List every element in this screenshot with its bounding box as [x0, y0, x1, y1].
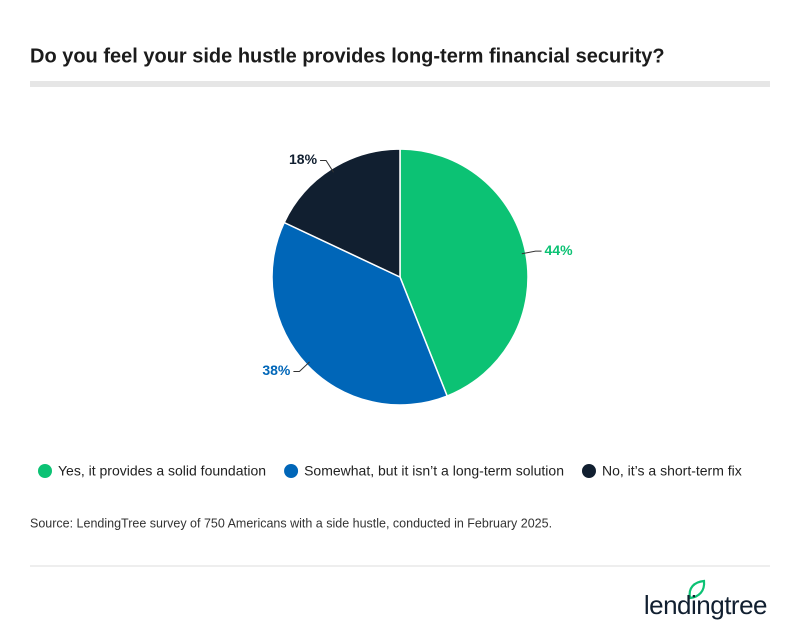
legend-label: No, it’s a short-term fix — [602, 463, 742, 479]
data-label: 38% — [262, 362, 291, 378]
data-label: 18% — [289, 151, 318, 167]
leader-line — [293, 361, 310, 372]
chart-title: Do you feel your side hustle provides lo… — [30, 45, 665, 67]
legend: Yes, it provides a solid foundation Somew… — [38, 463, 742, 479]
logo: lendingtree — [644, 590, 767, 620]
data-label: 44% — [545, 242, 574, 258]
source-note: Source: LendingTree survey of 750 Americ… — [30, 516, 552, 530]
leader-line — [320, 159, 334, 173]
leader-line — [521, 250, 542, 255]
legend-label: Somewhat, but it isn’t a long-term solut… — [304, 463, 564, 479]
legend-label: Yes, it provides a solid foundation — [58, 463, 266, 479]
title-rule — [30, 81, 770, 87]
pie: 44% 38% 18% — [262, 148, 574, 406]
legend-marker — [581, 464, 596, 478]
legend-marker — [38, 464, 52, 478]
legend-marker — [284, 464, 299, 478]
logo-leaf — [688, 579, 706, 600]
